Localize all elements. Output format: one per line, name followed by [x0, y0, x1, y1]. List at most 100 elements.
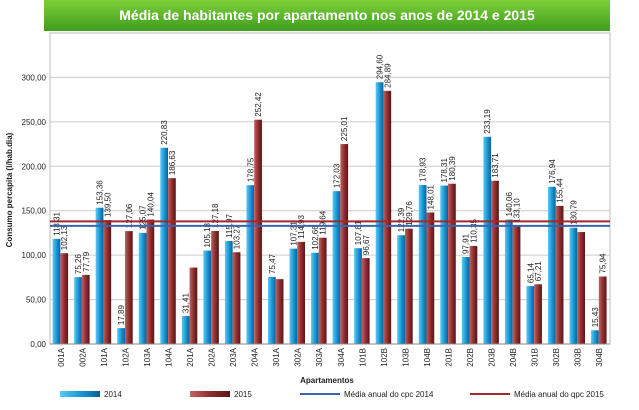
data-label: 17,89 — [117, 305, 126, 326]
data-label: 127,18 — [211, 203, 220, 228]
legend-label: Média anual do cpc 2014 — [344, 390, 434, 399]
bar — [418, 185, 427, 344]
x-tick-label: 304B — [595, 348, 604, 367]
bar — [232, 252, 241, 344]
x-tick-label: 101A — [100, 347, 109, 366]
bar — [168, 178, 176, 344]
data-label: 178,93 — [419, 157, 428, 182]
bar — [547, 186, 556, 344]
title-bar — [44, 0, 610, 31]
bar — [311, 252, 319, 344]
bar — [146, 219, 155, 344]
data-label: 225,01 — [340, 116, 349, 141]
bar — [103, 220, 112, 344]
x-tick-label: 204B — [509, 348, 518, 367]
bar — [124, 231, 133, 344]
data-label: 172,03 — [332, 163, 341, 188]
data-label: 176,94 — [548, 159, 557, 184]
bar — [534, 284, 542, 344]
data-label: 67,21 — [534, 261, 543, 282]
x-tick-label: 101B — [358, 348, 367, 367]
x-tick-label: 303B — [574, 348, 583, 367]
bar — [426, 212, 435, 344]
x-tick-label: 203B — [488, 348, 497, 367]
data-label: 102,66 — [311, 225, 320, 250]
y-tick-label: 250,00 — [22, 118, 47, 127]
bar — [491, 180, 499, 344]
bar — [60, 253, 69, 344]
data-label: 129,76 — [405, 201, 414, 226]
x-tick-label: 103A — [143, 347, 152, 366]
x-tick-label: 202B — [466, 348, 475, 367]
data-label: 97,91 — [462, 233, 471, 254]
bar — [138, 232, 147, 344]
data-label: 107,81 — [354, 220, 363, 245]
bar — [160, 147, 169, 344]
bar — [52, 238, 61, 344]
data-label: 75,26 — [74, 254, 83, 275]
chart-title: Média de habitantes por apartamento nos … — [119, 7, 535, 23]
bar — [397, 235, 405, 344]
data-label: 294,60 — [376, 54, 385, 79]
bar — [526, 286, 535, 344]
data-label: 119,64 — [319, 210, 328, 234]
data-label: 110,35 — [469, 219, 478, 243]
bar — [340, 144, 349, 344]
legend-label: 2015 — [234, 390, 252, 399]
x-tick-label: 001A — [57, 347, 66, 366]
data-label: 130,79 — [569, 200, 578, 225]
data-label: 65,14 — [526, 263, 535, 284]
data-label: 252,42 — [254, 92, 263, 117]
data-label: 233,19 — [483, 109, 492, 134]
data-label: 125,07 — [139, 205, 148, 230]
bar — [289, 248, 298, 344]
bar — [275, 279, 284, 344]
data-label: 118,31 — [52, 211, 61, 235]
bar — [181, 316, 190, 344]
bar — [404, 228, 413, 344]
data-label: 140,04 — [146, 192, 155, 217]
bar — [267, 276, 276, 344]
bar — [354, 248, 362, 344]
data-label: 178,31 — [440, 158, 449, 183]
x-tick-label: 203A — [229, 347, 238, 366]
data-label: 96,67 — [362, 235, 371, 256]
x-tick-label: 102A — [121, 347, 130, 366]
data-label: 127,06 — [125, 203, 134, 228]
bar — [375, 82, 384, 344]
x-tick-label: 301A — [272, 347, 281, 366]
y-tick-label: 150,00 — [22, 207, 47, 216]
bar — [95, 207, 104, 344]
x-tick-label: 304A — [337, 347, 346, 366]
x-tick-label: 002A — [78, 347, 87, 366]
bar — [74, 277, 82, 344]
data-label: 183,71 — [491, 153, 500, 178]
bar — [440, 185, 449, 344]
data-label: 155,44 — [556, 178, 565, 203]
data-label: 75,94 — [599, 253, 608, 274]
y-axis-title: Consumo percapita (l/hab.dia) — [5, 132, 14, 247]
bar — [598, 276, 607, 344]
bar — [211, 230, 219, 344]
legend-swatch — [190, 391, 230, 397]
data-label: 178,75 — [246, 157, 255, 182]
bar — [448, 183, 456, 344]
bar — [469, 245, 478, 344]
data-label: 107,31 — [289, 221, 298, 246]
data-label: 102,13 — [60, 225, 69, 250]
bar — [318, 237, 327, 344]
data-label: 220,83 — [160, 120, 169, 145]
bar — [117, 328, 125, 344]
bar — [203, 250, 212, 344]
data-label: 105,18 — [203, 223, 212, 248]
bar — [246, 185, 255, 344]
bar — [224, 240, 233, 344]
x-tick-label: 103B — [401, 348, 410, 367]
bar — [189, 267, 198, 344]
bar — [461, 256, 470, 344]
y-tick-label: 200,00 — [22, 162, 47, 171]
y-tick-label: 300,00 — [22, 73, 47, 82]
x-axis-title: Apartamentos — [300, 376, 354, 385]
x-tick-label: 201A — [186, 347, 195, 366]
